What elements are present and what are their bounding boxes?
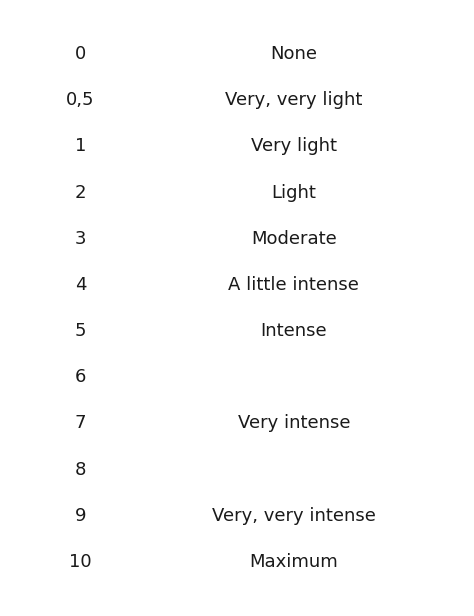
Text: Maximum: Maximum bbox=[249, 553, 338, 571]
Text: 10: 10 bbox=[69, 553, 92, 571]
Text: 3: 3 bbox=[75, 230, 86, 248]
Text: 6: 6 bbox=[75, 368, 86, 386]
Text: 7: 7 bbox=[75, 415, 86, 432]
Text: None: None bbox=[270, 45, 318, 63]
Text: 8: 8 bbox=[75, 461, 86, 479]
Text: Very light: Very light bbox=[251, 137, 337, 155]
Text: 2: 2 bbox=[75, 184, 86, 201]
Text: 5: 5 bbox=[75, 322, 86, 340]
Text: 4: 4 bbox=[75, 276, 86, 294]
Text: 0: 0 bbox=[75, 45, 86, 63]
Text: Very, very intense: Very, very intense bbox=[212, 507, 376, 525]
Text: Very intense: Very intense bbox=[237, 415, 350, 432]
Text: Very, very light: Very, very light bbox=[225, 91, 363, 109]
Text: 1: 1 bbox=[75, 137, 86, 155]
Text: 0,5: 0,5 bbox=[66, 91, 95, 109]
Text: 9: 9 bbox=[75, 507, 86, 525]
Text: Intense: Intense bbox=[261, 322, 327, 340]
Text: Moderate: Moderate bbox=[251, 230, 337, 248]
Text: A little intense: A little intense bbox=[228, 276, 359, 294]
Text: Light: Light bbox=[272, 184, 316, 201]
